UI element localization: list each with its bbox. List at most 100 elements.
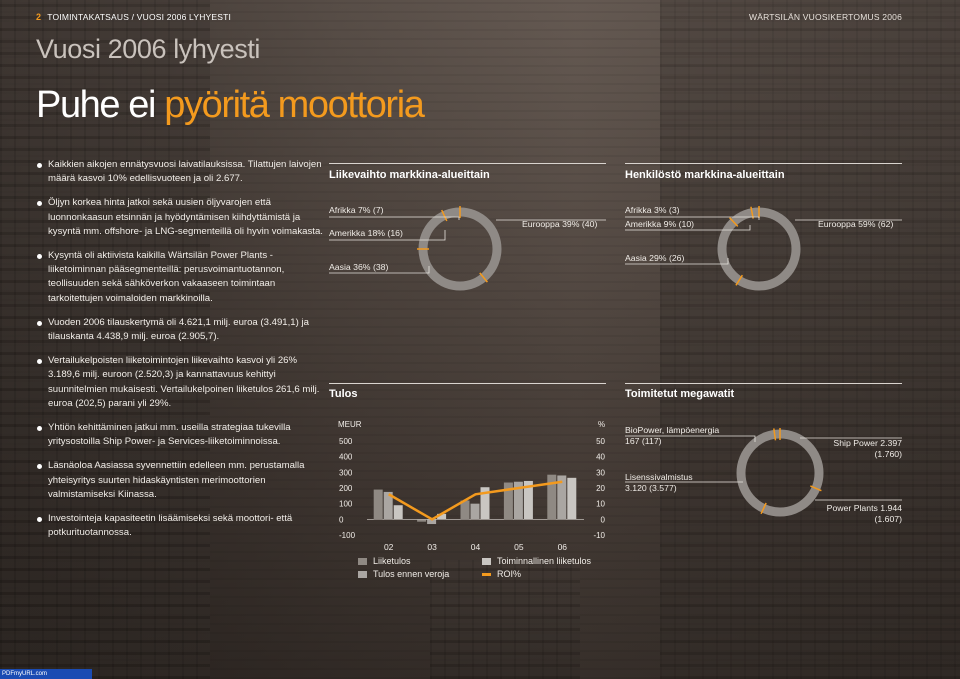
bar	[513, 481, 523, 520]
donut-leader-line	[329, 216, 460, 220]
donut-leader-line	[625, 216, 760, 220]
result-chart-rule	[329, 383, 606, 384]
legend-roi: ROI%	[482, 569, 521, 579]
headline: Puhe ei pyöritä moottoria	[36, 84, 425, 127]
background-building-center	[430, 560, 580, 679]
staff-label-europe: Eurooppa 59% (62)	[818, 219, 894, 229]
y-tick-label: 400	[339, 453, 353, 462]
revenue-donut-chart	[329, 206, 606, 291]
y-tick-label: 500	[339, 437, 353, 446]
donut-slice-divider	[750, 206, 754, 219]
bar	[460, 500, 470, 520]
staff-chart-title: Henkilöstö markkina-alueittain	[625, 169, 785, 181]
result-chart-title: Tulos	[329, 388, 358, 400]
bullet-item: Yhtiön kehittäminen jatkui mm. useilla s…	[36, 421, 326, 449]
donut-slice-divider	[773, 428, 777, 441]
mw-donut-chart	[625, 428, 902, 517]
staff-label-america: Amerikka 9% (10)	[625, 219, 695, 229]
bar	[567, 477, 577, 520]
bar	[547, 474, 557, 520]
mw-label-pp-2: (1.607)	[874, 514, 902, 524]
y2-tick-label: 0	[601, 515, 606, 524]
bar	[393, 505, 403, 520]
donut-leader-line	[625, 225, 751, 231]
bullet-item: Investointeja kapasiteetin lisäämiseksi …	[36, 512, 326, 540]
bar	[427, 519, 437, 525]
staff-label-africa: Afrikka 3% (3)	[625, 205, 680, 215]
bar	[437, 513, 447, 520]
revenue-label-asia: Aasia 36% (38)	[329, 262, 389, 272]
report-name: WÄRTSILÄN VUOSIKERTOMUS 2006	[749, 12, 902, 22]
section-heading: 2 TOIMINTAKATSAUS / VUOSI 2006 LYHYESTI	[36, 12, 231, 22]
legend-liiketulos: Liiketulos	[358, 556, 411, 566]
donut-slice-divider	[760, 502, 767, 515]
background-building-left	[0, 0, 210, 679]
y-tick-label: 100	[339, 500, 353, 509]
roi-line	[388, 480, 563, 521]
revenue-label-africa: Afrikka 7% (7)	[329, 205, 384, 215]
headline-white: Puhe ei	[36, 84, 165, 126]
y2-tick-label: 30	[596, 468, 605, 477]
y-tick-label: 0	[339, 515, 344, 524]
y2-tick-label: 40	[596, 453, 605, 462]
background-building-right	[660, 0, 960, 679]
staff-donut-chart	[625, 206, 902, 291]
mw-label-lic-1: Lisenssivalmistus	[625, 472, 693, 482]
bullet-item: Vuoden 2006 tilauskertymä oli 4.621,1 mi…	[36, 316, 326, 344]
meur-axis-label: MEUR	[338, 420, 362, 429]
revenue-label-america: Amerikka 18% (16)	[329, 228, 403, 238]
x-tick-label: 02	[384, 542, 394, 552]
revenue-chart-rule	[329, 163, 606, 164]
staff-chart-rule	[625, 163, 902, 164]
y2-tick-label: 10	[596, 500, 605, 509]
y2-tick-label: 50	[596, 437, 605, 446]
bullet-item: Kysyntä oli aktiivista kaikilla Wärtsilä…	[36, 249, 326, 306]
donut-leader-line	[329, 230, 446, 241]
donut-slice-divider	[735, 274, 744, 286]
x-tick-label: 04	[471, 542, 481, 552]
y-tick-label: -100	[339, 531, 356, 540]
mw-label-ship-2: (1.760)	[874, 449, 902, 459]
legend-toiminnallinen: Toiminnallinen liiketulos	[482, 556, 591, 566]
staff-label-asia: Aasia 29% (26)	[625, 253, 685, 263]
x-tick-label: 03	[427, 542, 437, 552]
page-number: 2	[36, 12, 42, 22]
mw-chart-rule	[625, 383, 902, 384]
mw-label-pp-1: Power Plants 1.944	[826, 503, 902, 513]
bar	[557, 475, 567, 520]
bullet-item: Öljyn korkea hinta jatkoi sekä uusien öl…	[36, 196, 326, 239]
x-tick-label: 06	[558, 542, 568, 552]
bar	[523, 480, 533, 520]
y-tick-label: 300	[339, 468, 353, 477]
bullet-list: Kaikkien aikojen ennätysvuosi laivatilau…	[36, 158, 326, 550]
donut-leader-line	[625, 258, 729, 265]
bullet-item: Kaikkien aikojen ennätysvuosi laivatilau…	[36, 158, 326, 186]
mw-label-bio-2: 167 (117)	[625, 436, 662, 446]
donut-ring	[717, 207, 801, 291]
footer-link[interactable]: PDFmyURL.com	[0, 669, 92, 679]
bar	[383, 491, 393, 520]
donut-slice-divider	[729, 217, 739, 227]
donut-leader-line	[625, 435, 756, 442]
x-tick-label: 05	[514, 542, 524, 552]
bullet-item: Vertailukelpoisten liiketoimintojen liik…	[36, 354, 326, 411]
y2-tick-label: 20	[596, 484, 605, 493]
donut-slice-divider	[441, 209, 448, 222]
mw-chart-title: Toimitetut megawatit	[625, 388, 735, 400]
donut-ring	[418, 207, 502, 291]
y-tick-label: 200	[339, 484, 353, 493]
bullet-item: Läsnäoloa Aasiassa syvennettiin edelleen…	[36, 459, 326, 502]
revenue-label-europe: Eurooppa 39% (40)	[522, 219, 598, 229]
top-bar: 2 TOIMINTAKATSAUS / VUOSI 2006 LYHYESTI W…	[36, 12, 902, 26]
revenue-chart-title: Liikevaihto markkina-alueittain	[329, 169, 490, 181]
section-name: TOIMINTAKATSAUS / VUOSI 2006 LYHYESTI	[47, 12, 232, 22]
y2-tick-label: -10	[593, 531, 605, 540]
headline-orange: pyöritä moottoria	[164, 84, 425, 126]
pct-axis-label: %	[598, 420, 606, 429]
donut-slice-divider	[810, 485, 822, 492]
mw-label-bio-1: BioPower, lämpöenergia	[625, 425, 720, 435]
donut-slice-divider	[479, 272, 488, 283]
donut-leader-line	[329, 266, 430, 274]
bar	[417, 519, 427, 522]
